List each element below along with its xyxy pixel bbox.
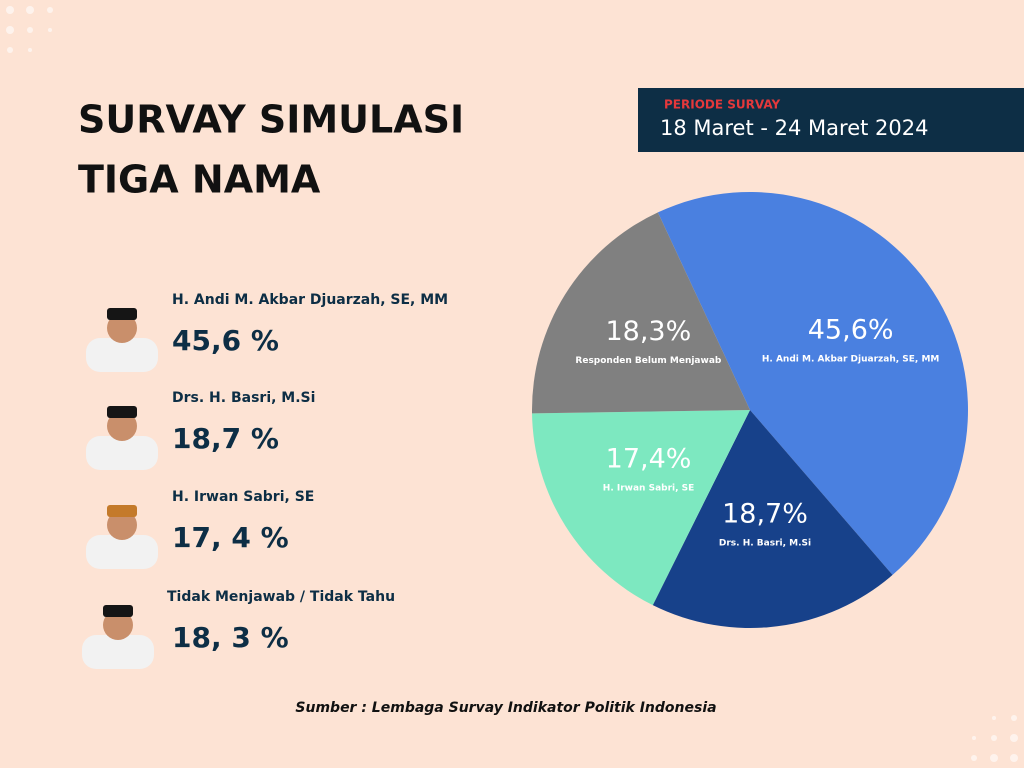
candidate-name: H. Andi M. Akbar Djuarzah, SE, MM	[172, 292, 448, 308]
slice-value-label: 17,4%	[606, 443, 692, 474]
slice-category-label: Drs. H. Basri, M.Si	[719, 538, 811, 548]
pie-slice	[532, 410, 750, 606]
slice-value-label: 45,6%	[808, 314, 894, 345]
source: Sumber : Lembaga Survay Indikator Politi…	[295, 700, 716, 716]
chart-title: SURVAY SIMULASI	[78, 98, 464, 142]
slice-category-label: Responden Belum Menjawab	[575, 356, 721, 366]
candidate-value: 18, 3 %	[172, 621, 289, 654]
photo-body	[86, 436, 158, 470]
slice-value-label: 18,3%	[605, 316, 691, 347]
chart-title: TIGA NAMA	[78, 158, 321, 202]
photo-hat	[103, 605, 133, 617]
period-box	[638, 88, 1024, 152]
pie-slice	[652, 410, 893, 628]
photo-body	[86, 338, 158, 372]
candidate-value: 18,7 %	[172, 422, 279, 455]
photo-body	[86, 535, 158, 569]
pie-slice	[532, 212, 750, 414]
photo-head	[107, 510, 137, 540]
slice-category-label: H. Andi M. Akbar Djuarzah, SE, MM	[762, 354, 940, 364]
slice-category-label: H. Irwan Sabri, SE	[603, 483, 695, 493]
candidate-photo	[86, 308, 158, 372]
period-label: PERIODE SURVAY	[664, 98, 780, 112]
candidate-list: H. Andi M. Akbar Djuarzah, SE, MM 45,6 % D…	[82, 292, 448, 669]
photo-hat	[107, 406, 137, 418]
pie: 45,6% H. Andi M. Akbar Djuarzah, SE, MM 18…	[532, 192, 968, 628]
candidate-name: H. Irwan Sabri, SE	[172, 489, 314, 505]
candidate-value: 45,6 %	[172, 324, 279, 357]
slice-value-label: 18,7%	[722, 498, 808, 529]
candidate-photo	[82, 605, 154, 669]
photo-head	[107, 313, 137, 343]
candidate-name: Tidak Menjawab / Tidak Tahu	[167, 589, 395, 605]
photo-head	[103, 610, 133, 640]
photo-head	[107, 411, 137, 441]
candidate-value: 17, 4 %	[172, 521, 289, 554]
candidate-photo	[86, 505, 158, 569]
candidate-name: Drs. H. Basri, M.Si	[172, 390, 315, 406]
candidate-photo	[86, 406, 158, 470]
dot-pattern	[6, 6, 1018, 762]
photo-hat	[107, 505, 137, 517]
pie-slice	[657, 192, 968, 575]
photo-body	[82, 635, 154, 669]
photo-hat	[107, 308, 137, 320]
period-dates: 18 Maret - 24 Maret 2024	[660, 116, 928, 140]
